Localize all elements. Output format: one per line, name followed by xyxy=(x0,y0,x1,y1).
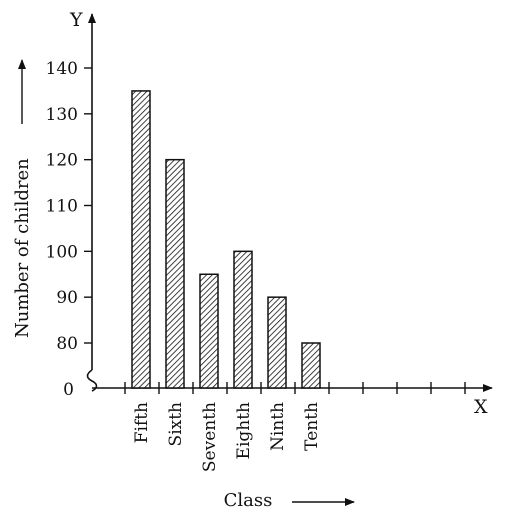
y-tick-label: 130 xyxy=(46,105,78,125)
category-label: Eighth xyxy=(234,402,254,460)
x-axis-title: Class xyxy=(224,490,273,511)
category-label: Sixth xyxy=(166,402,186,447)
bar-seventh xyxy=(199,273,219,389)
y-tick-label: 110 xyxy=(46,197,78,217)
category-label: Ninth xyxy=(268,402,288,451)
y-tick-label: 140 xyxy=(46,59,78,79)
category-label: Fifth xyxy=(132,402,152,443)
y-tick-label: 90 xyxy=(56,288,78,308)
y-axis-title: Number of children xyxy=(12,158,33,338)
bar-fifth xyxy=(131,90,151,389)
bar-ninth xyxy=(267,296,287,389)
y-tick-label: 120 xyxy=(46,151,78,171)
bar-sixth xyxy=(165,158,185,389)
y-tick-label: 80 xyxy=(56,334,78,354)
origin-label: 0 xyxy=(63,380,74,400)
bar-eighth xyxy=(233,250,253,389)
y-tick-label: 100 xyxy=(46,242,78,262)
y-axis-letter: Y xyxy=(69,9,83,31)
category-label: Tenth xyxy=(302,402,322,451)
x-axis-letter: X xyxy=(474,396,488,418)
category-label: Seventh xyxy=(200,402,220,472)
bar-tenth xyxy=(301,342,321,389)
